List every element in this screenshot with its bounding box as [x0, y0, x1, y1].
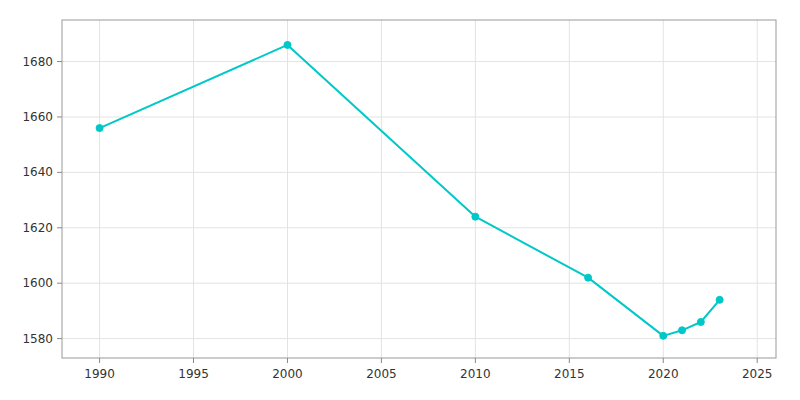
- y-tick: [57, 227, 62, 228]
- grid-line-y: [62, 227, 776, 228]
- y-tick: [57, 116, 62, 117]
- grid-line-x: [757, 20, 758, 358]
- y-tick: [57, 338, 62, 339]
- x-tick: [381, 358, 382, 363]
- grid-line-y: [62, 338, 776, 339]
- grid-line-y: [62, 61, 776, 62]
- y-tick: [57, 61, 62, 62]
- data-group: [96, 41, 723, 339]
- grid-line-x: [193, 20, 194, 358]
- x-tick: [99, 358, 100, 363]
- x-tick-label: 1990: [84, 367, 115, 381]
- point: [660, 332, 667, 339]
- y-tick-label: 1580: [22, 332, 53, 346]
- chart-container: 1990 1995 2000 2005 2010 2015 2020 2025 1580 1600…: [0, 0, 800, 400]
- grid-line-y: [62, 172, 776, 173]
- x-tick: [287, 358, 288, 363]
- y-tick-label: 1660: [22, 110, 53, 124]
- y-tick: [57, 172, 62, 173]
- grid-line-y: [62, 116, 776, 117]
- x-tick-label: 1995: [178, 367, 209, 381]
- y-tick-label: 1640: [22, 165, 53, 179]
- grid-line-x: [381, 20, 382, 358]
- y-tick: [57, 283, 62, 284]
- plot-area: [62, 20, 776, 358]
- y-tick-label: 1680: [22, 55, 53, 69]
- x-tick: [569, 358, 570, 363]
- point: [96, 125, 103, 132]
- x-tick-label: 2000: [272, 367, 303, 381]
- chart: 1990 1995 2000 2005 2010 2015 2020 2025 1580 1600…: [0, 0, 800, 400]
- plot-frame: [62, 20, 776, 358]
- line: [100, 45, 720, 336]
- y-tick-label: 1600: [22, 276, 53, 290]
- grid-line-y: [62, 283, 776, 284]
- grid-line-x: [663, 20, 664, 358]
- grid-line-x: [287, 20, 288, 358]
- point: [284, 41, 291, 48]
- x-tick: [663, 358, 664, 363]
- x-tick: [475, 358, 476, 363]
- x-tick: [193, 358, 194, 363]
- point: [697, 318, 704, 325]
- point: [679, 327, 686, 334]
- grid-line-x: [569, 20, 570, 358]
- point: [716, 296, 723, 303]
- x-tick-label: 2020: [648, 367, 679, 381]
- point: [472, 213, 479, 220]
- x-tick-label: 2025: [742, 367, 773, 381]
- x-tick-label: 2005: [366, 367, 397, 381]
- y-tick-label: 1620: [22, 221, 53, 235]
- x-tick: [757, 358, 758, 363]
- x-tick-label: 2015: [554, 367, 585, 381]
- grid-line-x: [99, 20, 100, 358]
- point: [585, 274, 592, 281]
- grid: [62, 20, 776, 358]
- x-tick-label: 2010: [460, 367, 491, 381]
- grid-line-x: [475, 20, 476, 358]
